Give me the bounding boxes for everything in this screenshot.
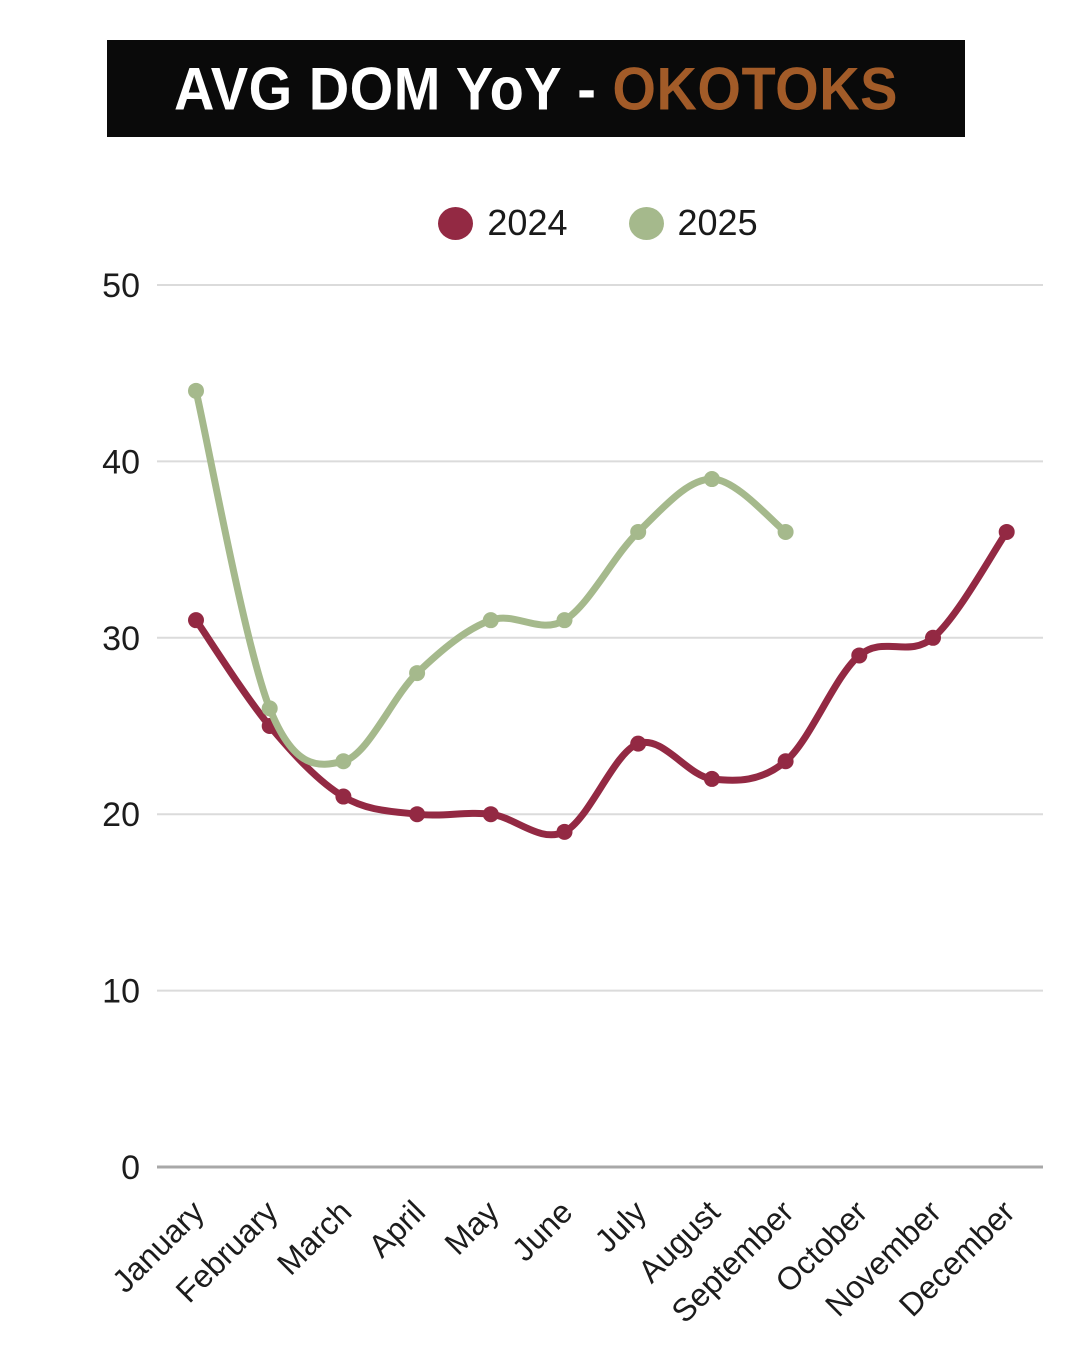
y-tick-label-20: 20 [102, 796, 140, 834]
y-tick-label-10: 10 [102, 973, 140, 1011]
data-point-2025-february [261, 700, 278, 717]
title-accent: OKOTOKS [612, 54, 899, 123]
data-point-2024-july [630, 735, 647, 752]
x-tick-label-march: March [270, 1193, 358, 1281]
y-tick-label-40: 40 [102, 443, 140, 481]
series-line-2025 [192, 387, 790, 768]
data-point-2024-may [482, 806, 499, 823]
x-tick-label-may: May [438, 1193, 506, 1261]
data-point-2025-may [482, 612, 499, 629]
legend-item-2025: 2025 [628, 202, 758, 244]
data-point-2024-june [556, 823, 573, 840]
x-tick-label-july: July [587, 1193, 653, 1259]
data-point-2025-august [703, 471, 720, 488]
chart-legend: 2024 2025 [58, 202, 1080, 244]
data-point-2025-june [556, 612, 573, 629]
data-point-2024-november [925, 629, 941, 646]
data-point-2025-july [630, 523, 647, 540]
y-tick-label-0: 0 [121, 1149, 140, 1187]
y-tick-label-50: 50 [102, 267, 140, 305]
data-point-2024-march [335, 788, 352, 805]
data-point-2024-january [188, 612, 204, 629]
data-point-2025-january [188, 382, 204, 399]
data-point-2025-march [335, 753, 352, 770]
data-point-2024-april [409, 806, 426, 823]
x-tick-label-june: June [505, 1193, 580, 1268]
data-point-2024-september [777, 753, 794, 770]
x-tick-label-april: April [361, 1193, 432, 1264]
legend-swatch-2024-icon [438, 206, 474, 240]
legend-swatch-2025-icon [628, 206, 664, 240]
data-point-2025-april [409, 665, 426, 682]
data-point-2024-august [703, 770, 720, 787]
legend-item-2024: 2024 [438, 202, 568, 244]
title-main: AVG DOM YoY - [173, 54, 597, 123]
legend-label-2024: 2024 [487, 202, 568, 243]
data-point-2024-december [998, 523, 1015, 540]
data-point-2025-september [777, 523, 794, 540]
title-banner: AVG DOM YoY - OKOTOKS [107, 40, 965, 137]
page-title: AVG DOM YoY - OKOTOKS [174, 53, 898, 123]
y-tick-label-30: 30 [102, 620, 140, 658]
legend-label-2025: 2025 [677, 202, 758, 243]
series-line-2024 [192, 528, 1011, 839]
data-point-2024-october [851, 647, 868, 664]
